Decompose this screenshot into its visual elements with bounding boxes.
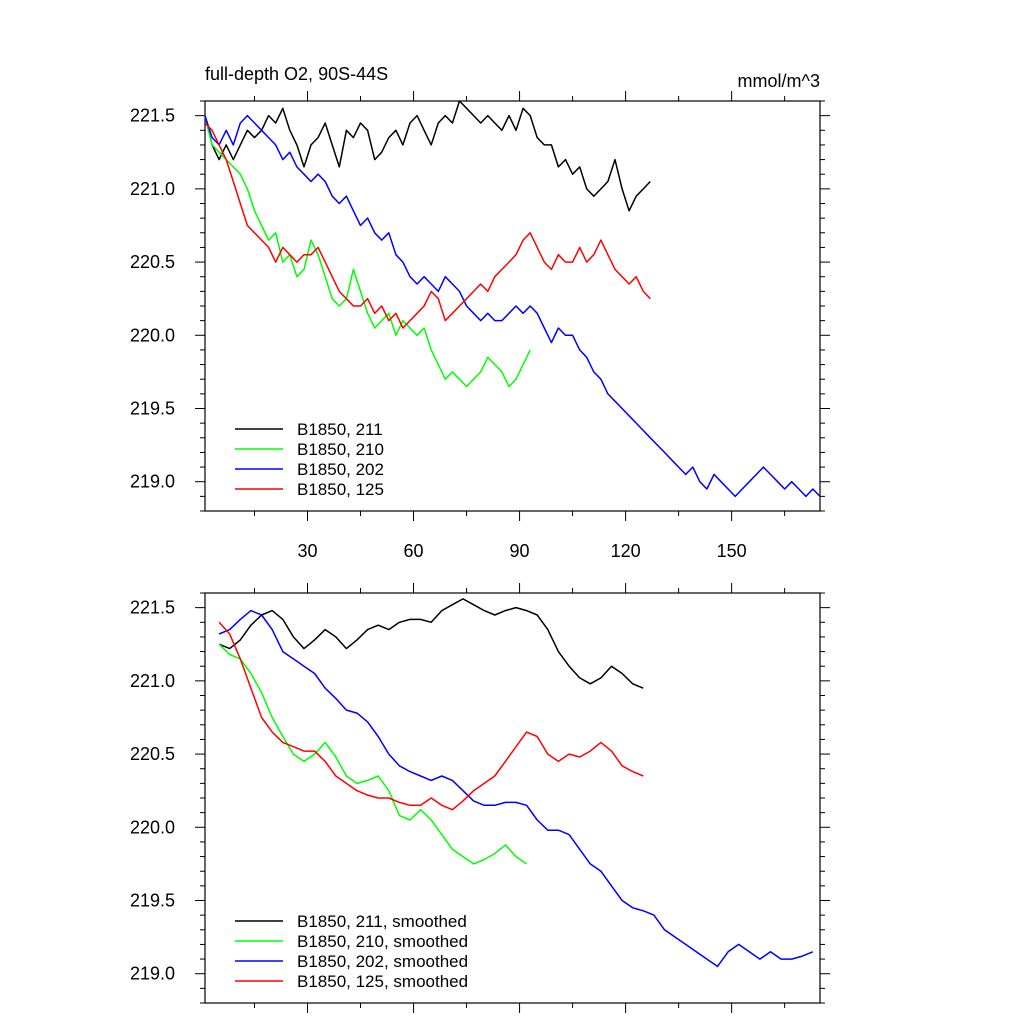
- series-line-1: [204, 100, 651, 212]
- legend-label: B1850, 210: [297, 440, 384, 459]
- legend-label: B1850, 202, smoothed: [297, 952, 468, 971]
- y-tick-label: 220.5: [130, 744, 175, 764]
- chart-title: full-depth O2, 90S-44S: [205, 64, 388, 84]
- series-line-3: [218, 609, 814, 968]
- y-tick-label: 219.0: [130, 964, 175, 984]
- legend-label: B1850, 125: [297, 480, 384, 499]
- x-tick-label: 150: [717, 541, 747, 561]
- y-tick-label: 219.5: [130, 891, 175, 911]
- series-line-4: [218, 621, 644, 811]
- x-tick-label: 30: [297, 541, 317, 561]
- legend-label: B1850, 210, smoothed: [297, 932, 468, 951]
- legend-label: B1850, 202: [297, 460, 384, 479]
- y-tick-label: 221.0: [130, 671, 175, 691]
- x-tick-label: 90: [510, 541, 530, 561]
- series-line-2: [218, 643, 528, 865]
- top-panel: 219.0 219.5 220.0 220.5 221.0 221.5 30 60 90 120 1…: [130, 64, 830, 561]
- y-tick-label: 221.5: [130, 598, 175, 618]
- legend-label: B1850, 125, smoothed: [297, 972, 468, 991]
- y-tick-label: 221.0: [130, 179, 175, 199]
- series-line-1: [218, 598, 644, 689]
- y-tick-label: 220.5: [130, 252, 175, 272]
- y-tick-label: 221.5: [130, 106, 175, 126]
- x-tick-label: 60: [404, 541, 424, 561]
- series-line-2: [204, 115, 531, 388]
- x-tick-label: 120: [611, 541, 641, 561]
- y-tick-label: 219.5: [130, 399, 175, 419]
- series-line-4: [204, 122, 651, 329]
- legend-label: B1850, 211: [297, 420, 383, 439]
- legend-label: B1850, 211, smoothed: [297, 912, 467, 931]
- y-tick-label: 219.0: [130, 472, 175, 492]
- units-label: mmol/m^3: [738, 71, 820, 91]
- series-line-3: [204, 114, 821, 498]
- y-tick-label: 220.0: [130, 817, 175, 837]
- bottom-panel: 219.0 219.5 220.0 220.5 221.0 221.5 B1850, 211…: [130, 583, 830, 1013]
- y-tick-label: 220.0: [130, 325, 175, 345]
